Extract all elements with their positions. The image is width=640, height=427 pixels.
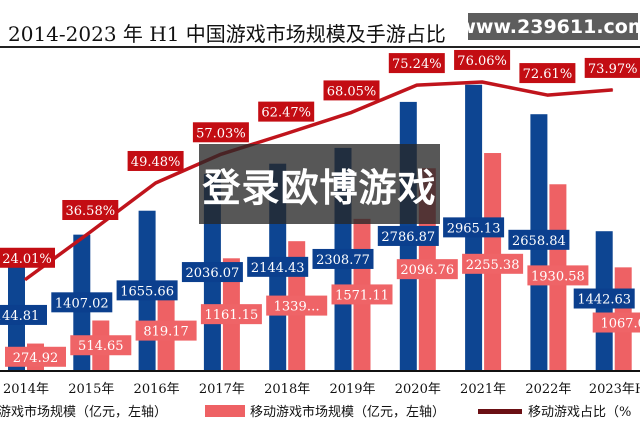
share-point-5 [351,111,352,113]
data-label-total-1: 1407.02 [55,296,109,311]
pct-label-box-8 [519,63,576,84]
legend-swatch-share [478,409,522,414]
share-point-0 [24,279,26,281]
share-point-7 [481,81,483,83]
share-point-6 [416,84,418,86]
data-label-total-5: 2308.77 [316,253,370,268]
data-label-mobile-8: 1930.58 [531,269,585,284]
label-box-mobile-3 [200,304,262,325]
label-box-total-6 [377,225,439,246]
x-tick-label-3: 2017年 [199,382,245,397]
pct-label-7: 76.06% [457,54,507,69]
label-box-mobile-9 [592,312,640,333]
x-tick-label-1: 2015年 [68,382,114,397]
data-label-mobile-6: 2096.76 [400,263,454,278]
label-box-mobile-5 [331,284,393,305]
pct-label-box-1 [62,199,119,220]
label-box-total-2 [116,280,178,301]
label-box-mobile-6 [396,259,458,280]
legend-swatch-mobile [205,405,245,417]
legend-label-share: 移动游戏占比（% [528,405,631,420]
pct-label-2: 49.48% [131,155,181,170]
pct-label-box-7 [454,49,511,70]
pct-label-box-6 [388,53,445,74]
share-point-2 [155,182,157,184]
data-label-total-8: 2658.84 [512,234,566,249]
x-tick-label-6: 2020年 [395,382,441,397]
pct-label-box-2 [127,150,184,171]
pct-label-box-9 [584,57,640,78]
label-box-total-0 [0,304,47,325]
data-label-total-9: 1442.63 [577,293,631,308]
pct-label-9: 73.97% [588,62,638,77]
data-label-total-4: 2144.43 [251,261,305,276]
data-label-mobile-7: 2255.38 [466,258,520,273]
share-point-8 [546,94,548,96]
label-box-mobile-8 [527,265,589,286]
label-box-total-9 [573,288,635,309]
pct-label-1: 36.58% [66,204,116,219]
pct-label-3: 57.03% [196,126,246,141]
pct-label-6: 75.24% [392,57,442,72]
pct-label-4: 62.47% [261,106,311,121]
pct-label-box-3 [192,122,249,143]
data-label-total-0: 144.81 [0,309,39,324]
label-box-mobile-4 [266,295,328,316]
x-tick-label-4: 2018年 [264,382,310,397]
share-point-1 [89,231,91,233]
share-point-9 [612,89,614,91]
share-line [23,80,613,282]
data-label-mobile-0: 274.92 [13,351,59,366]
label-box-total-3 [181,262,243,283]
label-box-mobile-2 [135,320,197,341]
data-label-total-7: 2965.13 [447,221,501,236]
label-box-mobile-0 [5,346,66,367]
pct-label-0: 24.01% [2,252,52,267]
chart-title: 2014-2023 年 H1 中国游戏市场规模及手游占比 [8,22,446,46]
label-box-total-8 [508,229,570,250]
title-rule [0,46,640,48]
share-point-4 [285,133,287,135]
x-tick-label-7: 2021年 [460,382,506,397]
legend-label-total: 游戏市场规模（亿元，左轴） [0,404,167,420]
pct-label-box-0 [0,247,55,268]
label-box-total-5 [312,248,374,269]
legend-label-mobile: 移动游戏市场规模（亿元，左轴） [250,404,445,420]
url-watermark: www.239611.com [458,13,640,40]
label-box-total-1 [51,292,113,313]
x-tick-label-8: 2022年 [525,382,571,397]
pct-label-8: 72.61% [523,67,573,82]
pct-label-box-4 [258,101,315,122]
data-label-mobile-5: 1571.11 [335,288,389,303]
data-label-total-3: 2036.07 [186,266,240,281]
data-label-mobile-3: 1161.15 [205,308,259,323]
label-box-total-7 [443,217,505,238]
center-watermark: 登录欧博游戏 [199,144,440,224]
label-box-mobile-1 [70,335,132,356]
data-label-mobile-1: 514.65 [78,339,124,354]
label-box-total-4 [247,256,309,277]
x-tick-label-5: 2019年 [329,382,375,397]
x-tick-label-0: 2014年 [3,382,49,397]
pct-label-box-5 [323,80,380,101]
label-box-mobile-7 [462,253,524,274]
x-tick-label-2: 2016年 [134,382,180,397]
data-label-mobile-2: 819.17 [143,325,189,340]
pct-label-5: 68.05% [327,84,377,99]
data-label-total-6: 2786.87 [381,230,435,245]
data-label-mobile-9: 1067.0 [600,317,640,332]
data-label-mobile-4: 1339… [274,300,320,315]
data-label-total-2: 1655.66 [120,284,174,299]
